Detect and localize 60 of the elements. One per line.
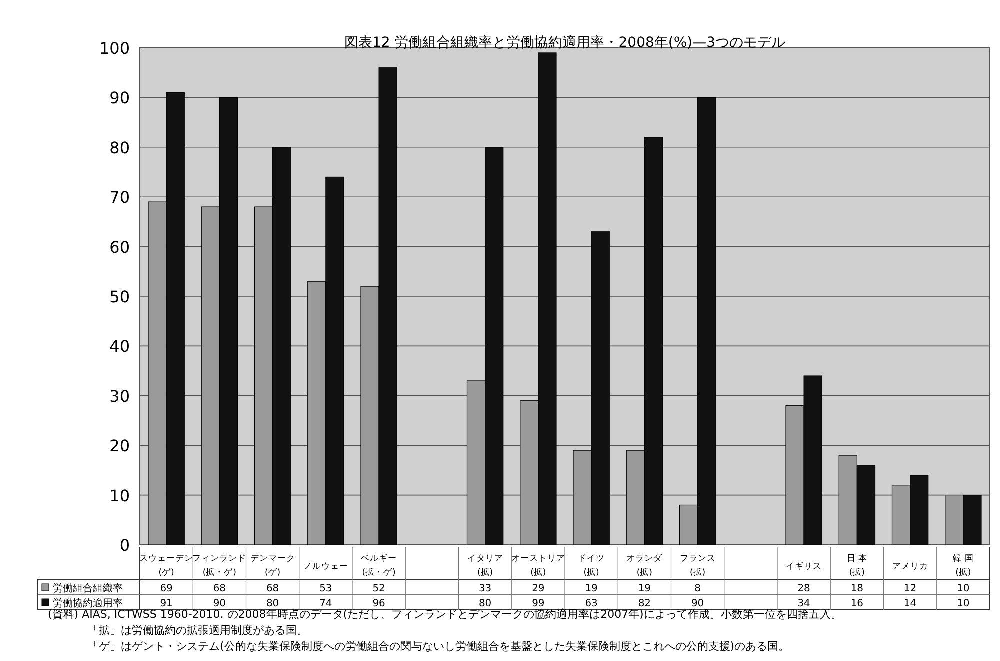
- y-tick-label: 100: [99, 39, 130, 58]
- data-label: 53: [320, 584, 332, 594]
- data-label: 19: [638, 584, 652, 594]
- data-label: 52: [372, 584, 386, 594]
- legend-item: 労働組合組織率: [42, 584, 123, 594]
- data-label: 16: [850, 598, 864, 610]
- x-tick-label: オーストリア (拡): [511, 554, 566, 578]
- data-label: 63: [585, 598, 598, 610]
- y-tick-label: 40: [110, 337, 130, 356]
- legend-label: 労働協約適用率: [53, 598, 123, 610]
- text: 「拡」は労働協約の拡張適用制度がある国。: [88, 624, 308, 637]
- data-label: 12: [904, 584, 917, 594]
- x-tick-label: フランス (拡): [680, 554, 716, 578]
- data-label: 18: [850, 584, 864, 594]
- data-label: 68: [213, 584, 226, 594]
- x-tick-label: 韓 国 (拡): [953, 553, 974, 578]
- legend-label: 労働組合組織率: [53, 582, 123, 594]
- x-tick-label: イギリス: [786, 561, 822, 572]
- data-label: 99: [532, 598, 545, 610]
- x-tick-label: 日 本 (拡): [846, 553, 868, 578]
- x-tick-label: デンマーク (ゲ): [250, 554, 296, 578]
- data-label: 68: [266, 584, 280, 594]
- y-tick-label: 10: [110, 486, 130, 506]
- data-label: 10: [957, 598, 970, 610]
- data-label: 33: [478, 584, 492, 594]
- text: 「ゲ」はゲント・システム(公的な失業保険制度への労働組合の関与ないし労働組合を基盤とした失業保険制度とこれへの公的支援)のある国。: [88, 640, 790, 653]
- y-tick-label: 90: [110, 88, 130, 108]
- y-tick-label: 70: [110, 188, 130, 208]
- y-tick-label: 20: [110, 436, 130, 456]
- data-label: 91: [160, 598, 173, 610]
- legend-item: 労働協約適用率: [42, 598, 123, 610]
- text: (資料) AIAS, ICTWSS 1960-2010. の2008年時点のデータ(ただし、フィンランドとデンマークの協約適用率は2007年)によって作成。小数第一位を四捨五入。: [48, 608, 842, 621]
- y-tick-label: 80: [110, 138, 130, 158]
- data-label: 82: [638, 598, 652, 610]
- y-tick-label: 50: [110, 288, 130, 306]
- chart-title: 図表12 労働組合組織率と労働協約適用率・2008年(%)—3つのモデル: [344, 35, 786, 51]
- x-tick-label: イタリア (拡): [467, 554, 504, 578]
- y-tick-label: 0: [120, 536, 130, 555]
- x-tick-label: オランダ (拡): [626, 553, 664, 578]
- data-label: 10: [957, 584, 970, 594]
- x-tick-label: ドイツ (拡): [578, 554, 606, 578]
- x-tick-label: フィンランド (拡・ゲ): [192, 554, 247, 578]
- data-label: 34: [798, 598, 810, 610]
- data-label: 80: [266, 598, 280, 610]
- data-label: 29: [532, 584, 545, 594]
- data-label: 14: [904, 598, 917, 610]
- data-label: 19: [585, 584, 598, 594]
- x-tick-label: アメリカ: [892, 562, 928, 572]
- data-label: 8: [694, 584, 701, 594]
- data-label: 28: [798, 584, 810, 594]
- x-tick-label: ベルギー (拡・ゲ): [361, 553, 398, 578]
- data-label: 96: [372, 598, 386, 610]
- data-label: 69: [160, 584, 173, 594]
- data-label: 90: [213, 598, 226, 610]
- y-tick-label: 60: [110, 238, 130, 257]
- data-label: 74: [320, 598, 332, 610]
- y-tick-label: 30: [110, 386, 130, 406]
- data-label: 90: [691, 598, 704, 610]
- data-label: 80: [478, 598, 492, 610]
- x-tick-label: ノルウェー: [303, 562, 348, 572]
